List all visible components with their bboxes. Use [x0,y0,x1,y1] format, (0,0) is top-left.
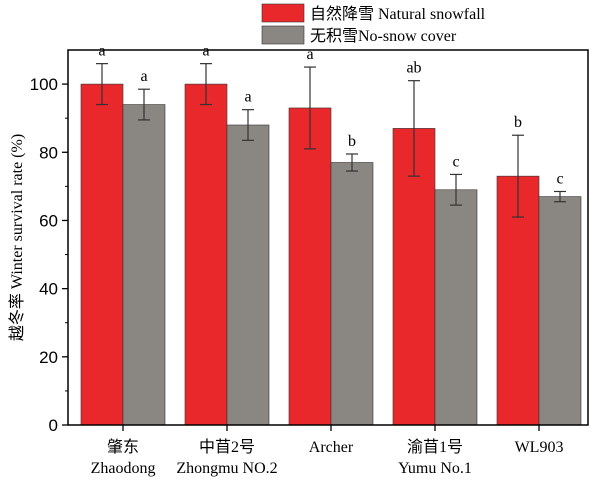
plot-frame [67,49,589,426]
y-tick-label: 20 [39,348,58,367]
y-axis-title-group: 越冬率 Winter survival rate (%) [8,134,26,341]
bar [184,83,228,426]
significance-letter: c [556,170,563,187]
x-tick-label: 肇东 [107,438,139,456]
bar [226,124,270,426]
significance-letter: a [202,43,209,60]
y-tick-label: 0 [49,416,58,435]
y-axis-title: 越冬率 Winter survival rate (%) [8,134,26,341]
significance-letter: ab [406,60,421,77]
legend-swatch [261,25,305,45]
y-axis: 0 20 40 60 80 100 [30,75,68,435]
x-tick-label: Archer [309,439,354,456]
bar [80,83,124,426]
error-bars [96,63,566,218]
x-tick-label-en: Yumu No.1 [398,460,472,477]
legend-swatch [261,3,305,23]
significance-letter: a [244,89,251,106]
legend-label: 自然降雪 Natural snowfall [310,5,486,23]
significance-letter: c [452,153,459,170]
x-axis-labels: 肇东 Zhaodong 中苜2号 Zhongmu NO.2 Archer 渝苜1号 Yumu… [91,425,564,477]
x-tick-label-en: Zhaodong [91,460,156,477]
y-tick-label: 80 [39,143,58,162]
legend: 自然降雪 Natural snowfall 无积雪No-snow cover [261,3,486,45]
significance-letter: a [140,68,147,85]
y-tick-label: 100 [30,75,58,94]
significance-letter: b [514,114,522,131]
bar [330,162,374,426]
x-tick-label: WL903 [515,439,564,456]
bar [434,189,478,426]
bar [538,196,582,426]
significance-letter: a [98,43,105,60]
bar [392,128,436,426]
x-tick-label-en: Zhongmu NO.2 [176,460,277,477]
legend-label: 无积雪No-snow cover [310,27,457,45]
bar [122,104,166,426]
significance-letter: b [348,133,356,150]
x-tick-label: 中苜2号 [199,438,255,456]
y-tick-label: 40 [39,280,58,299]
bar [288,107,332,426]
bars [80,83,582,426]
y-tick-label: 60 [39,211,58,230]
x-tick-label: 渝苜1号 [407,438,463,456]
significance-letter: a [306,46,313,63]
